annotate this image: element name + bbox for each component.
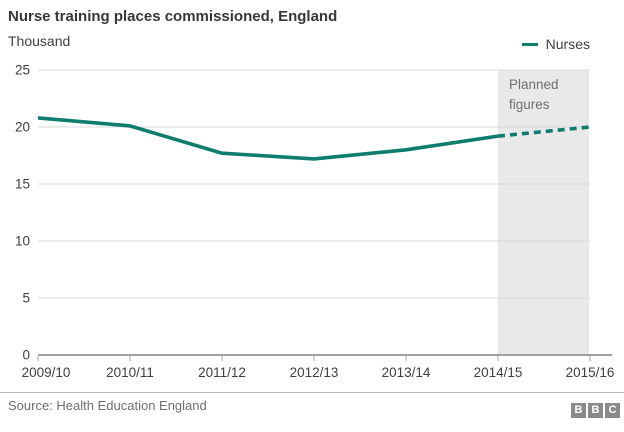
x-tick-label: 2009/10: [22, 365, 71, 380]
bbc-logo-block: C: [605, 403, 620, 418]
gridlines: [38, 69, 590, 299]
source-attribution: Source: Health Education England: [8, 398, 207, 413]
bbc-logo-block: B: [588, 403, 603, 418]
y-tick-label: 20: [15, 120, 30, 135]
y-tick-label: 10: [15, 234, 30, 249]
legend-line-swatch: [521, 42, 538, 46]
planned-figures-annotation: Planned figures: [509, 77, 559, 112]
nurses-line-planned-dashed: [497, 125, 591, 138]
legend-label-nurses: Nurses: [545, 36, 590, 52]
y-tick-label: 5: [22, 291, 30, 306]
y-tick-label: 25: [15, 63, 30, 78]
legend: Nurses: [521, 36, 590, 52]
y-tick-label: 0: [22, 348, 30, 363]
x-tick-label: 2013/14: [382, 365, 431, 380]
planned-figures-region: [498, 70, 589, 354]
y-axis-unit-label: Thousand: [8, 33, 71, 49]
x-tick-label: 2010/11: [106, 365, 154, 380]
x-tick-label: 2015/16: [566, 365, 615, 380]
bbc-logo: B B C: [571, 403, 620, 418]
x-tick-label: 2014/15: [474, 365, 523, 380]
y-axis-labels: 25 20 15 10 5 0: [15, 63, 30, 363]
x-tick-label: 2012/13: [290, 365, 339, 380]
chart-title: Nurse training places commissioned, Engl…: [8, 8, 338, 25]
bbc-logo-block: B: [571, 403, 586, 418]
nurses-line-solid: [37, 116, 499, 161]
y-tick-label: 15: [15, 177, 30, 192]
x-tick-label: 2011/12: [198, 365, 246, 380]
x-axis-ticks: [37, 356, 591, 361]
footer-divider: [0, 392, 624, 393]
x-axis-labels: 2009/10 2010/11 2011/12 2012/13 2013/14 …: [22, 365, 615, 380]
